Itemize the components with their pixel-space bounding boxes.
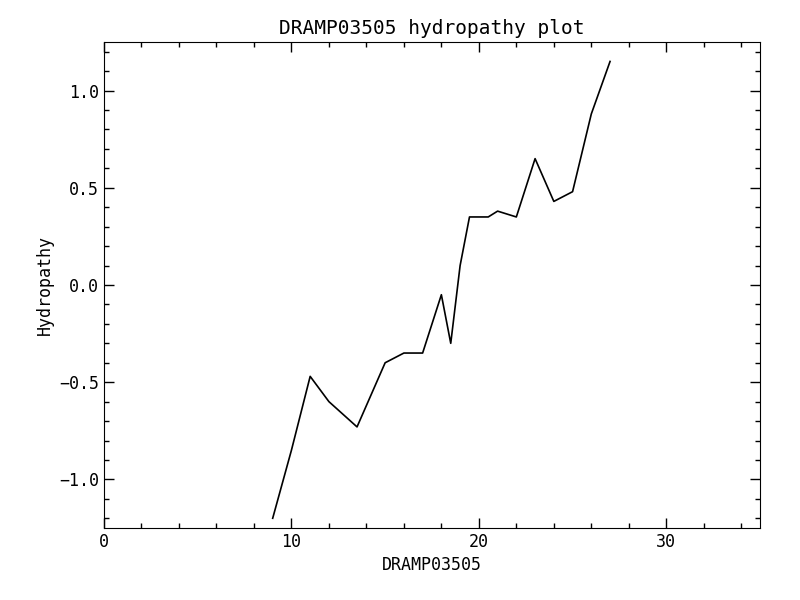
Y-axis label: Hydropathy: Hydropathy	[35, 235, 54, 335]
X-axis label: DRAMP03505: DRAMP03505	[382, 556, 482, 574]
Title: DRAMP03505 hydropathy plot: DRAMP03505 hydropathy plot	[279, 19, 585, 38]
